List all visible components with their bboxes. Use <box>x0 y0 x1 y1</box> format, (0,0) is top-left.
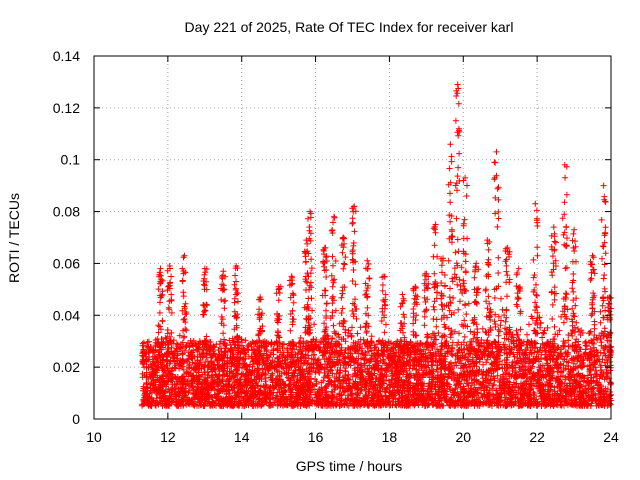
data-point <box>502 318 509 325</box>
data-point <box>549 316 556 322</box>
data-point <box>315 356 322 363</box>
data-point <box>297 335 304 341</box>
data-point <box>465 300 472 307</box>
data-point <box>349 324 355 331</box>
data-point <box>537 324 544 331</box>
data-point <box>412 374 418 381</box>
data-point <box>435 330 442 336</box>
data-point <box>564 306 571 313</box>
data-point <box>564 349 571 356</box>
data-point <box>354 330 361 337</box>
data-point <box>173 391 180 398</box>
data-point <box>555 344 562 351</box>
data-points <box>139 81 614 409</box>
data-point <box>461 333 468 340</box>
data-point <box>242 337 249 344</box>
data-point <box>257 383 264 390</box>
data-point <box>493 387 500 394</box>
data-point <box>583 343 590 350</box>
data-point <box>262 370 269 377</box>
data-point <box>454 236 461 243</box>
data-point <box>429 345 436 351</box>
data-point <box>289 386 296 393</box>
data-point <box>169 381 176 388</box>
data-point <box>500 341 507 348</box>
data-point <box>559 372 566 379</box>
data-point <box>317 339 323 346</box>
data-point <box>159 373 166 380</box>
data-point <box>199 354 206 360</box>
data-point <box>162 334 169 341</box>
data-point <box>274 368 281 375</box>
data-point <box>325 368 332 375</box>
data-point <box>590 374 597 381</box>
data-point <box>567 343 573 350</box>
data-point <box>183 394 190 401</box>
data-point <box>498 317 504 324</box>
grid <box>94 56 611 419</box>
data-point <box>556 327 563 334</box>
data-point <box>451 309 457 316</box>
data-point <box>541 365 548 372</box>
data-point <box>328 388 335 395</box>
data-point <box>565 332 572 338</box>
data-point <box>461 317 468 324</box>
data-point <box>560 343 567 350</box>
data-point <box>333 370 340 377</box>
data-point <box>563 291 570 298</box>
data-point <box>540 329 547 336</box>
data-point <box>354 359 361 366</box>
data-point <box>597 319 604 326</box>
data-point <box>226 390 233 397</box>
data-point <box>496 364 503 371</box>
data-point <box>521 359 528 366</box>
data-point <box>468 385 475 392</box>
data-point <box>449 275 456 282</box>
